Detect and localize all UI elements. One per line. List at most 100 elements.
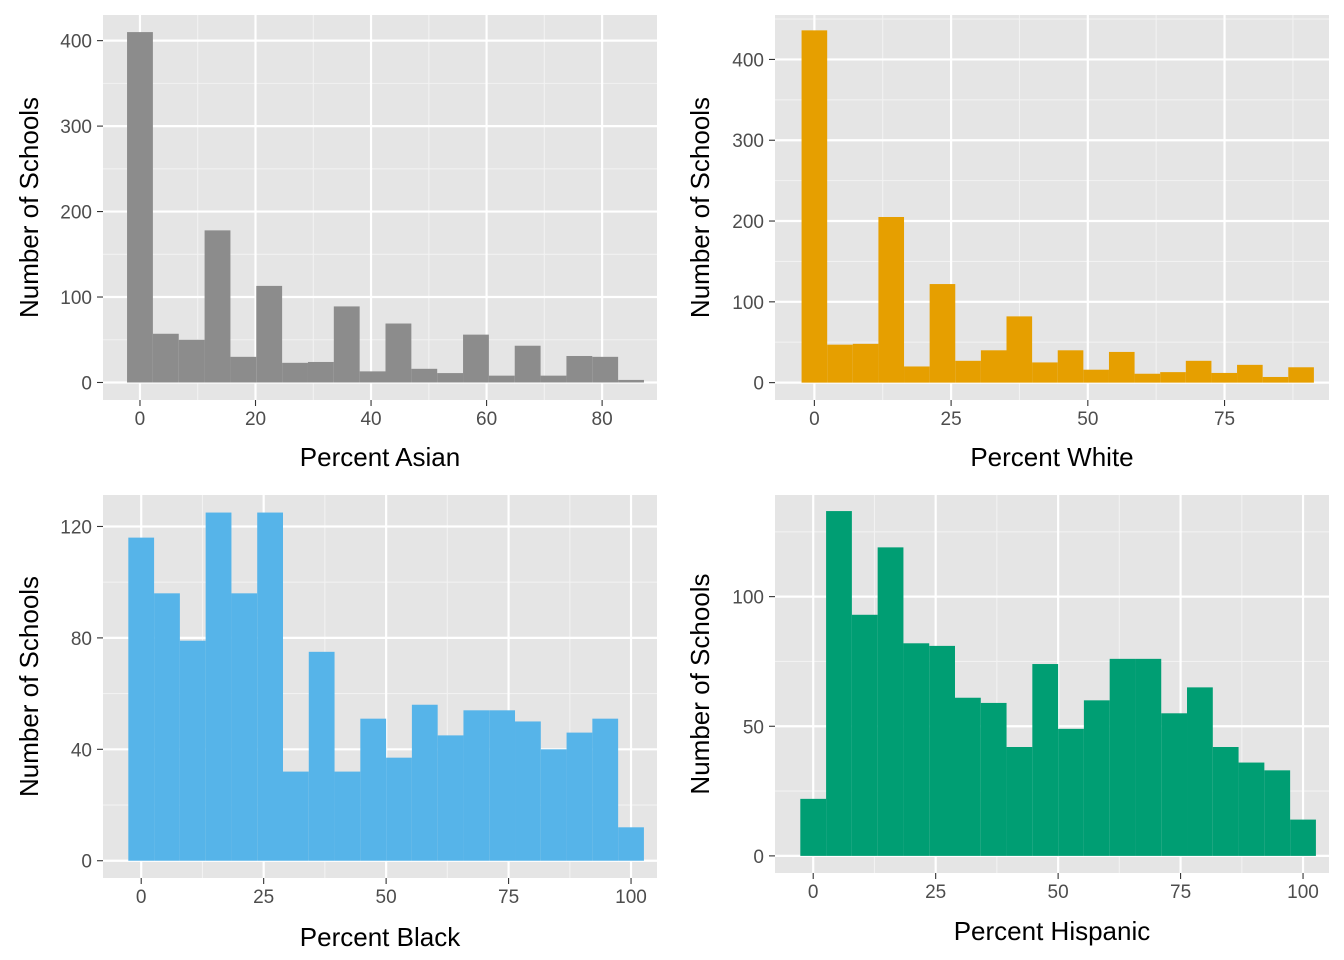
x-axis-title: Percent Black	[300, 922, 461, 952]
y-tick-label: 300	[732, 131, 764, 152]
histogram-bar	[566, 355, 593, 383]
histogram-bar	[1211, 372, 1238, 383]
histogram-bar	[386, 757, 412, 861]
histogram-bar	[618, 827, 644, 861]
y-axis-title: Number of Schools	[14, 97, 44, 318]
x-tick-label: 100	[615, 887, 647, 908]
y-tick-label: 400	[732, 50, 764, 71]
histogram-bar	[929, 284, 956, 383]
histogram-bar	[801, 30, 828, 383]
histogram-bar	[1083, 700, 1110, 856]
y-tick-label: 100	[732, 588, 764, 609]
histogram-bar	[826, 511, 852, 856]
histogram-bar	[1006, 747, 1033, 856]
x-tick-label: 75	[498, 887, 519, 908]
histogram-bar	[489, 710, 516, 861]
histogram-bar	[256, 285, 283, 383]
histogram-bar	[566, 732, 593, 861]
histogram-bar	[1238, 762, 1265, 856]
histogram-bar	[1212, 747, 1239, 856]
histogram-bar	[903, 643, 930, 856]
histogram-bar	[308, 651, 335, 861]
y-tick-label: 300	[60, 117, 92, 138]
histogram-bar	[1109, 658, 1136, 856]
x-tick-label: 50	[1077, 409, 1098, 430]
histogram-bar	[877, 547, 904, 856]
histogram-bar	[1135, 658, 1162, 856]
x-tick-label: 50	[1048, 882, 1069, 903]
histogram-bar	[178, 339, 205, 383]
y-tick-label: 0	[81, 852, 92, 873]
histogram-bar	[1237, 364, 1263, 383]
y-tick-label: 100	[732, 293, 764, 314]
histogram-bar	[1262, 376, 1289, 383]
x-tick-label: 20	[245, 409, 266, 430]
y-tick-label: 50	[743, 717, 764, 738]
histogram-bar	[1134, 373, 1161, 383]
histogram-bar	[851, 614, 878, 856]
y-tick-label: 0	[753, 847, 764, 868]
histogram-bar	[437, 373, 464, 383]
histogram-bar	[1185, 360, 1212, 383]
x-tick-label: 0	[808, 882, 819, 903]
y-tick-label: 100	[60, 288, 92, 309]
histogram-bar	[540, 749, 567, 861]
x-axis-title: Percent Asian	[300, 442, 460, 472]
histogram-bar	[437, 735, 464, 861]
y-tick-label: 200	[60, 203, 92, 224]
x-axis-title: Percent Hispanic	[954, 916, 1151, 946]
histogram-bar	[592, 718, 619, 861]
histogram-bar	[955, 360, 981, 383]
histogram-bar	[592, 356, 619, 383]
histogram-bar	[540, 375, 567, 383]
histogram-bar	[1160, 372, 1186, 383]
histogram-bar	[618, 379, 644, 383]
histogram-bar	[230, 356, 257, 383]
x-tick-label: 0	[136, 887, 147, 908]
chart-panel-3: 0 25 50 75 100 0 40 80 120 Percent Black Number of…	[14, 495, 657, 952]
x-tick-label: 50	[376, 887, 397, 908]
y-axis-title: Number of Schools	[685, 97, 715, 318]
histogram-bar	[231, 593, 258, 861]
x-tick-label: 0	[135, 409, 146, 430]
chart-panel-2: 0 25 50 75 0 100 200 300 400 Percent White Number …	[685, 15, 1329, 472]
chart-panel-1: 0 20 40 60 80 0 100 200 300 400 Percent Asian Numbe…	[14, 15, 657, 472]
histogram-bar	[463, 334, 489, 383]
chart-panel-4: 0 25 50 75 100 0 50 100 Percent Hispanic Number o…	[685, 495, 1329, 946]
x-tick-label: 25	[253, 887, 274, 908]
histogram-bar	[878, 216, 905, 383]
y-tick-label: 0	[81, 373, 92, 394]
histogram-bar	[282, 771, 309, 861]
histogram-bar	[179, 640, 206, 861]
histogram-bar	[127, 32, 153, 383]
y-tick-label: 0	[753, 374, 764, 395]
histogram-bar	[1161, 713, 1188, 856]
histogram-bar	[154, 593, 180, 861]
x-tick-label: 100	[1287, 882, 1319, 903]
panel-background	[103, 15, 657, 400]
histogram-bar	[334, 771, 361, 861]
histogram-bar	[800, 798, 827, 856]
histogram-bar	[1288, 367, 1314, 383]
histogram-bar	[128, 537, 155, 861]
histogram-bar	[359, 371, 386, 383]
histogram-bar	[360, 718, 387, 861]
histogram-bar	[385, 323, 412, 383]
y-axis-title: Number of Schools	[14, 576, 44, 797]
x-tick-label: 25	[941, 409, 962, 430]
x-tick-label: 0	[809, 409, 820, 430]
histogram-bar	[514, 345, 541, 383]
histogram-bar	[1032, 362, 1058, 383]
panel-background	[775, 15, 1329, 400]
histogram-bar	[204, 230, 231, 383]
histogram-bar	[1006, 316, 1033, 383]
histogram-bar	[152, 333, 179, 383]
histogram-bar	[1057, 350, 1084, 383]
x-tick-label: 75	[1170, 882, 1191, 903]
x-tick-label: 75	[1214, 409, 1235, 430]
y-tick-label: 200	[732, 212, 764, 233]
histogram-bar	[1083, 369, 1109, 383]
histogram-bar	[980, 702, 1007, 856]
y-tick-label: 400	[60, 32, 92, 53]
histogram-bar	[1264, 770, 1291, 856]
